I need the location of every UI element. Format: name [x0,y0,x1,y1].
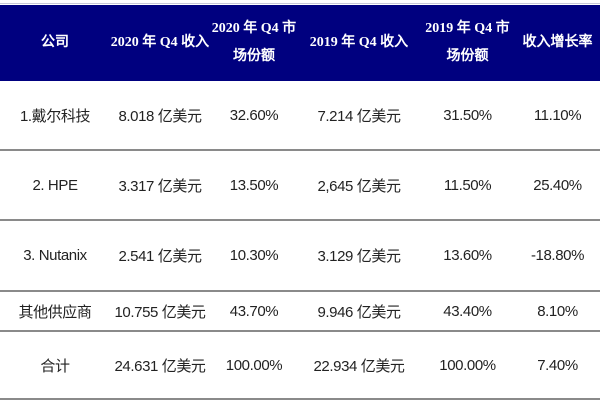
market-share-table: 公司 2020 年 Q4 收入 2020 年 Q4 市场份额 2019 年 Q4… [0,5,600,400]
cell-growth: 7.40% [515,331,600,400]
header-growth: 收入增长率 [515,5,600,81]
cell-growth: 25.40% [515,150,600,221]
cell-revenue-2019: 22.934 亿美元 [298,331,420,400]
top-rule [0,3,600,4]
cell-company: 3. Nutanix [0,220,110,292]
cell-revenue-2019: 3.129 亿美元 [298,220,420,292]
header-2019-q4-revenue: 2019 年 Q4 收入 [298,5,420,81]
table-row: 合计 24.631 亿美元 100.00% 22.934 亿美元 100.00% 7.40… [0,331,600,400]
cell-revenue-2019: 7.214 亿美元 [298,81,420,151]
cell-company: 合计 [0,331,110,400]
table-row: 3. Nutanix 2.541 亿美元 10.30% 3.129 亿美元 13.60%… [0,220,600,292]
header-2019-q4-share: 2019 年 Q4 市场份额 [420,5,515,81]
table-row: 2. HPE 3.317 亿美元 13.50% 2,645 亿美元 11.50% 25.4… [0,150,600,221]
cell-company: 其他供应商 [0,291,110,332]
table-row: 1.戴尔科技 8.018 亿美元 32.60% 7.214 亿美元 31.50% 11.1… [0,81,600,151]
cell-company: 2. HPE [0,150,110,221]
header-row: 公司 2020 年 Q4 收入 2020 年 Q4 市场份额 2019 年 Q4… [0,5,600,81]
cell-growth: 8.10% [515,291,600,332]
cell-growth: -18.80% [515,220,600,292]
cell-share-2019: 31.50% [420,81,515,151]
header-company: 公司 [0,5,110,81]
header-2020-q4-share: 2020 年 Q4 市场份额 [210,5,298,81]
cell-share-2019: 11.50% [420,150,515,221]
cell-company: 1.戴尔科技 [0,81,110,151]
header-2020-q4-revenue: 2020 年 Q4 收入 [110,5,210,81]
cell-growth: 11.10% [515,81,600,151]
cell-share-2020: 100.00% [210,331,298,400]
cell-revenue-2019: 2,645 亿美元 [298,150,420,221]
cell-share-2019: 13.60% [420,220,515,292]
cell-share-2019: 100.00% [420,331,515,400]
table-row: 其他供应商 10.755 亿美元 43.70% 9.946 亿美元 43.40% 8.10… [0,291,600,332]
cell-revenue-2020: 24.631 亿美元 [110,331,210,400]
cell-revenue-2020: 8.018 亿美元 [110,81,210,151]
cell-share-2020: 10.30% [210,220,298,292]
cell-revenue-2020: 2.541 亿美元 [110,220,210,292]
cell-revenue-2020: 3.317 亿美元 [110,150,210,221]
cell-share-2020: 32.60% [210,81,298,151]
cell-share-2019: 43.40% [420,291,515,332]
cell-share-2020: 43.70% [210,291,298,332]
cell-share-2020: 13.50% [210,150,298,221]
cell-revenue-2020: 10.755 亿美元 [110,291,210,332]
cell-revenue-2019: 9.946 亿美元 [298,291,420,332]
